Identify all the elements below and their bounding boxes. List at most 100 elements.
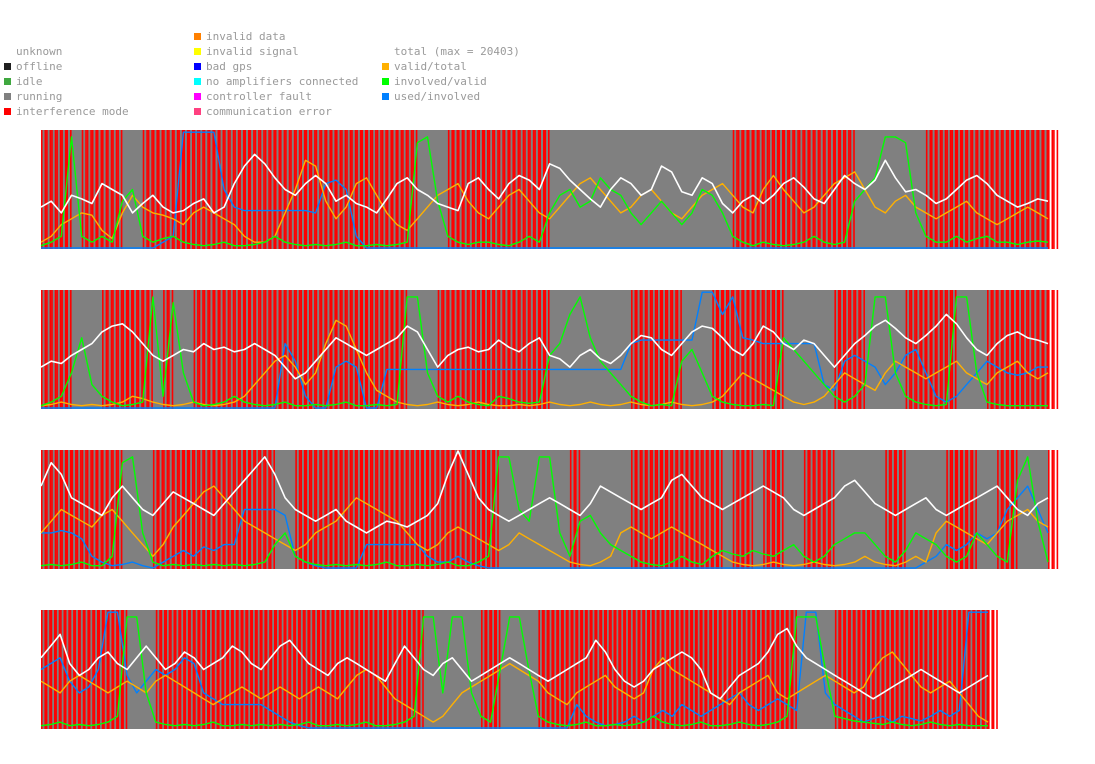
interference-stripe: [737, 610, 740, 729]
interference-stripe: [1022, 290, 1025, 409]
interference-stripe: [51, 450, 53, 569]
interference-stripe: [737, 290, 740, 409]
interference-stripe: [766, 130, 769, 249]
interference-stripe: [80, 450, 82, 569]
interference-stripe: [726, 290, 728, 409]
interference-stripe: [254, 610, 257, 729]
interference-stripe: [388, 610, 391, 729]
interference-stripe: [346, 290, 348, 409]
interference-stripe: [863, 610, 866, 729]
chart-panel-1: [40, 130, 1059, 249]
interference-stripe: [946, 290, 948, 409]
interference-stripe: [960, 450, 962, 569]
interference-stripe: [370, 130, 372, 249]
interference-stripe: [208, 610, 210, 729]
interference-stripe: [232, 610, 234, 729]
interference-stripe: [198, 610, 201, 729]
interference-stripe: [478, 130, 480, 249]
interference-stripe: [853, 290, 855, 409]
interference-stripe: [461, 450, 464, 569]
interference-stripe: [93, 610, 96, 729]
interference-stripe: [742, 130, 745, 249]
legend-label: communication error: [206, 104, 332, 118]
interference-stripe: [570, 610, 573, 729]
interference-stripe: [946, 450, 948, 569]
interference-stripe: [484, 610, 486, 729]
interference-stripe: [852, 610, 855, 729]
interference-stripe: [230, 610, 233, 729]
interference-stripe: [938, 610, 941, 729]
interference-stripe: [370, 450, 372, 569]
interference-stripe: [173, 450, 175, 569]
interference-stripe: [524, 130, 526, 249]
interference-stripe: [402, 130, 404, 249]
interference-stripe: [86, 450, 89, 569]
interference-stripe: [390, 130, 392, 249]
interference-stripe: [792, 130, 794, 249]
interference-stripe: [336, 610, 338, 729]
interference-stripe: [264, 130, 267, 249]
interference-stripe: [142, 290, 145, 409]
series-line-valid-total: [40, 485, 1049, 567]
interference-stripe: [733, 610, 735, 729]
interference-stripe: [275, 610, 277, 729]
interference-stripe: [79, 610, 81, 729]
legend-item-used-involved: used/involved: [382, 89, 480, 103]
interference-stripe: [310, 290, 313, 409]
interference-stripe: [366, 450, 369, 569]
interference-stripe: [268, 130, 270, 249]
interference-stripe: [600, 610, 603, 729]
interference-stripe: [936, 290, 938, 409]
interference-stripe: [776, 290, 779, 409]
interference-stripe: [183, 610, 185, 729]
interference-stripe: [248, 130, 250, 249]
interference-stripe: [512, 130, 514, 249]
interference-stripe: [70, 290, 72, 409]
series-line-used-involved: [41, 131, 1048, 249]
legend-swatch: [194, 47, 201, 55]
interference-stripe: [656, 290, 658, 409]
interference-stripe: [739, 610, 741, 729]
legend-item-no-amplifiers: no amplifiers connected: [194, 74, 358, 88]
interference-stripe: [112, 610, 115, 729]
interference-stripe: [584, 610, 587, 729]
interference-stripe: [168, 290, 170, 409]
interference-stripe: [229, 450, 231, 569]
interference-stripe: [249, 130, 252, 249]
interference-stripe: [824, 450, 826, 569]
interference-stripe: [562, 610, 564, 729]
interference-stripe: [961, 130, 964, 249]
interference-stripe: [485, 610, 488, 729]
interference-stripe: [981, 130, 984, 249]
interference-stripe: [310, 130, 313, 249]
interference-stripe: [970, 450, 972, 569]
interference-stripe: [298, 450, 301, 569]
interference-stripe: [832, 450, 835, 569]
interference-stripe: [66, 450, 68, 569]
interference-stripe: [461, 130, 464, 249]
interference-stripe: [84, 610, 86, 729]
interference-stripe: [934, 290, 937, 409]
interference-stripe: [766, 290, 769, 409]
interference-stripe: [208, 450, 211, 569]
interference-stripe: [369, 610, 372, 729]
interference-stripe: [797, 130, 799, 249]
legend-swatch: [194, 32, 201, 40]
interference-stripe: [946, 130, 948, 249]
interference-stripe: [183, 130, 185, 249]
interference-stripe: [483, 290, 486, 409]
interference-stripe: [194, 610, 196, 729]
interference-stripe: [977, 610, 979, 729]
interference-stripe: [1056, 290, 1059, 409]
interference-stripe: [909, 290, 911, 409]
interference-stripe: [670, 290, 672, 409]
interference-stripe: [44, 610, 46, 729]
interference-stripe: [771, 130, 774, 249]
interference-stripe: [192, 610, 195, 729]
interference-stripe: [451, 450, 453, 569]
interference-stripe: [728, 610, 730, 729]
interference-stripe: [456, 130, 459, 249]
interference-stripe: [980, 130, 982, 249]
interference-stripe: [753, 130, 755, 249]
legend-item-idle: idle: [4, 74, 43, 88]
